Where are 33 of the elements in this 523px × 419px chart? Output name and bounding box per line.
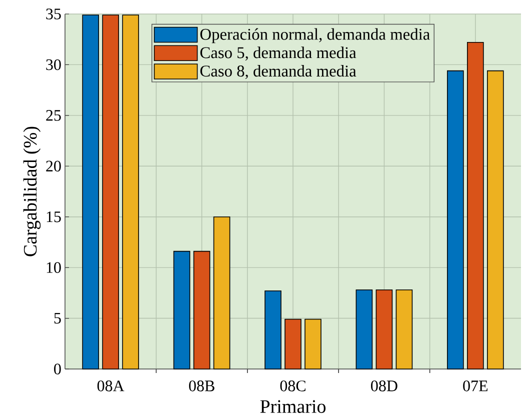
x-tick-label: 07E <box>463 380 488 392</box>
x-tick-label: 08B <box>189 380 214 392</box>
bar <box>122 14 139 370</box>
y-tick-label: 15 <box>46 211 61 222</box>
y-tick-label: 5 <box>54 312 61 324</box>
bar <box>173 250 190 370</box>
x-tick-label: 08C <box>280 380 306 392</box>
x-tick-label: 08A <box>97 380 124 392</box>
y-tick-label: 0 <box>54 364 61 374</box>
y-tick-label: 35 <box>46 8 61 20</box>
legend-label: Caso 5, demanda media <box>200 46 356 61</box>
bar <box>213 216 230 370</box>
y-tick-label: 30 <box>46 59 61 70</box>
bar <box>396 289 413 370</box>
x-tick-label: 08D <box>371 380 398 392</box>
y-tick-label: 20 <box>46 160 61 172</box>
bar <box>376 289 393 370</box>
bar <box>284 318 302 370</box>
legend-label: Operación normal, demanda media <box>200 28 430 44</box>
bar <box>486 70 504 370</box>
bar <box>82 14 99 370</box>
y-axis-title: Cargabilidad (%) <box>23 126 41 256</box>
y-tick-label: 10 <box>46 262 61 273</box>
x-axis-title: Primario <box>260 400 326 413</box>
bar <box>264 290 282 370</box>
bar <box>446 70 464 370</box>
bar <box>356 289 373 370</box>
bar <box>466 42 484 370</box>
bar <box>193 250 210 370</box>
bar <box>304 318 322 370</box>
bar <box>102 14 119 370</box>
y-tick-label: 25 <box>46 110 61 121</box>
legend-label: Caso 8, demanda media <box>200 65 356 79</box>
